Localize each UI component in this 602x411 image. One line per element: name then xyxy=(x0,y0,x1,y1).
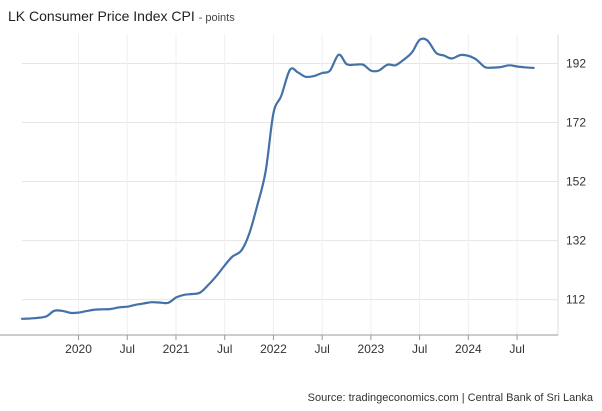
y-tick-label: 112 xyxy=(566,293,585,307)
x-tick-label: 2023 xyxy=(358,342,385,356)
x-tick-label: Jul xyxy=(314,342,329,356)
series-layer xyxy=(20,37,535,320)
chart-title-text: LK Consumer Price Index CPI xyxy=(8,8,195,24)
x-tick-label: 2024 xyxy=(455,342,482,356)
y-tick-label: 172 xyxy=(566,116,586,130)
chart-unit-label: - points xyxy=(198,12,235,24)
series-line-cpi xyxy=(20,37,535,320)
x-tick-label: Jul xyxy=(509,342,524,356)
x-tick-label: Jul xyxy=(120,342,135,356)
grid-layer xyxy=(22,34,558,335)
y-tick-label: 152 xyxy=(566,175,586,189)
x-tick-label: 2021 xyxy=(163,342,190,356)
x-tick-label: Jul xyxy=(217,342,232,356)
chart-source: Source: tradingeconomics.com | Central B… xyxy=(307,392,593,404)
y-tick-label: 132 xyxy=(566,234,586,248)
axis-layer xyxy=(0,34,559,340)
x-tick-label: 2022 xyxy=(260,342,287,356)
y-tick-label: 192 xyxy=(566,57,586,71)
chart-unit-text: points xyxy=(205,12,235,24)
label-layer: 112 132 152 172 192 2020 Jul 2021 Jul 2022 Jul 2023… xyxy=(65,57,586,356)
x-tick-label: 2020 xyxy=(65,342,92,356)
chart-title: LK Consumer Price Index CPI - points xyxy=(8,8,235,24)
x-tick-label: Jul xyxy=(412,342,427,356)
